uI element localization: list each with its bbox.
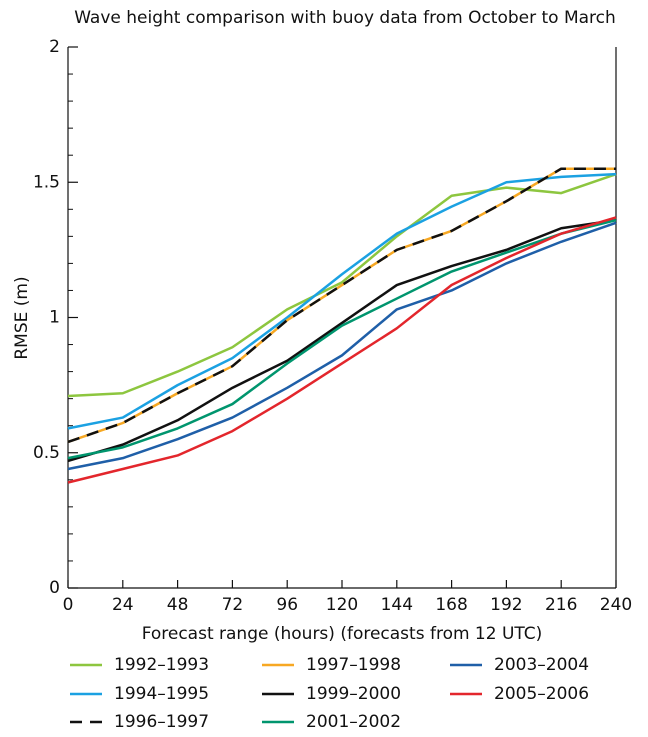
legend-label: 1994–1995 (114, 684, 209, 704)
series-line (67, 221, 617, 471)
x-tick-label: 216 (545, 595, 577, 615)
legend-label: 1992–1993 (114, 655, 209, 675)
chart-title: Wave height comparison with buoy data fr… (74, 8, 616, 28)
series-line (67, 172, 617, 430)
y-tick-label: 1 (49, 308, 60, 328)
x-tick-label: 48 (167, 595, 189, 615)
y-tick-label: 2 (49, 37, 60, 57)
x-tick-label: 168 (435, 595, 467, 615)
x-tick-label: 24 (112, 595, 134, 615)
x-tick-label: 120 (326, 595, 358, 615)
series-line (67, 218, 617, 463)
series-line (67, 218, 617, 460)
x-tick-label: 192 (490, 595, 522, 615)
x-axis-label: Forecast range (hours) (forecasts from 1… (142, 624, 543, 644)
x-tick-label: 144 (381, 595, 413, 615)
x-tick-label: 240 (600, 595, 632, 615)
y-tick-label: 1.5 (33, 172, 60, 192)
series-line (67, 167, 616, 444)
legend-label: 1999–2000 (306, 684, 401, 704)
y-axis-label: RMSE (m) (12, 276, 32, 359)
x-tick-label: 0 (63, 595, 74, 615)
legend-label: 2001–2002 (306, 712, 401, 732)
legend-label: 1996–1997 (114, 712, 209, 732)
y-tick-label: 0 (49, 578, 60, 598)
series-line (67, 216, 617, 484)
x-tick-label: 72 (222, 595, 244, 615)
legend-label: 2003–2004 (494, 655, 589, 675)
legend-label: 2005–2006 (494, 684, 589, 704)
x-tick-label: 96 (276, 595, 298, 615)
y-tick-label: 0.5 (33, 443, 60, 463)
legend-label: 1997–1998 (306, 655, 401, 675)
